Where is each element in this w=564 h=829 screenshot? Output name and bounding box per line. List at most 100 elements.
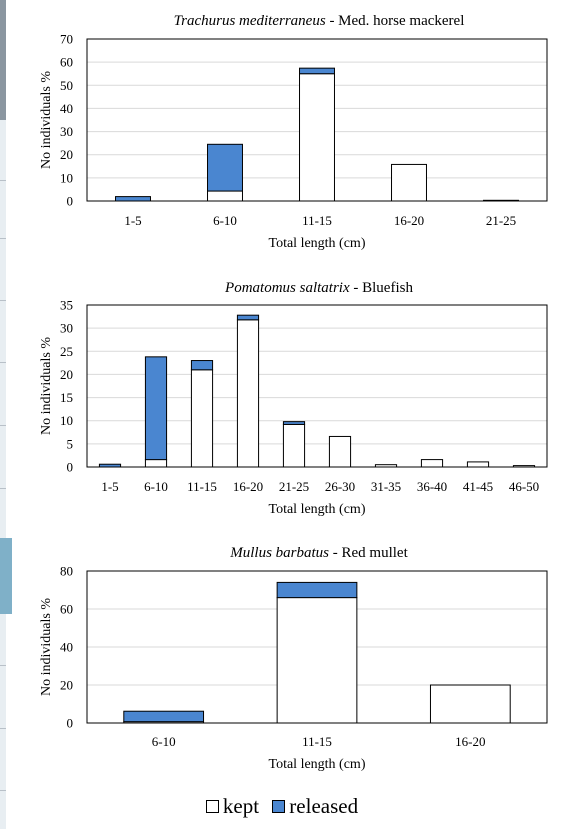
x-tick-label: 6-10 [213,213,237,228]
plot-frame [86,570,548,724]
x-tick-label: 11-15 [302,734,332,749]
chart-title: Mullus barbatus - Red mullet [229,545,408,561]
x-tick-label: 1-5 [124,213,141,228]
left-edge-tick [0,488,6,489]
legend-swatch-released [272,800,286,813]
bar-kept-16-20 [391,163,427,202]
y-tick-label: 40 [60,101,73,116]
charts-figure: 1-5 6-10 11-15 16-20 21-25010203040506070Tra… [39,13,548,772]
y-tick-label: 0 [67,716,74,731]
x-tick-label: 16-20 [455,734,485,749]
chart-title-species: Pomatomus saltatrix [224,280,350,296]
y-tick-label: 80 [60,564,73,579]
left-edge-strip [0,0,6,829]
y-axis-label: No individuals % [39,71,54,169]
y-tick-label: 30 [60,124,73,139]
left-edge-tick [0,728,6,729]
bar-kept-6-10 [207,190,243,202]
bar-released-1-5 [115,196,151,202]
left-edge-tick [0,665,6,666]
bar-kept-6-10 [144,459,168,468]
x-tick-label: 6-10 [144,479,168,494]
bar-kept-11-15 [299,73,335,202]
y-tick-label: 30 [60,321,73,336]
bar-kept-41-45 [466,461,490,468]
left-edge-tick [0,180,6,181]
legend-item-released: released [272,794,358,819]
x-tick-label: 11-15 [302,213,332,228]
y-tick-label: 20 [60,678,73,693]
y-tick-label: 5 [67,436,74,451]
y-tick-label: 10 [60,413,73,428]
y-tick-label: 25 [60,344,73,359]
plot-frame [86,304,548,468]
bar-released-11-15 [276,581,358,599]
x-tick-label: 16-20 [233,479,263,494]
x-tick-label: 11-15 [187,479,217,494]
left-edge-tick [0,300,6,301]
bar-kept-11-15 [190,369,214,468]
y-tick-label: 35 [60,298,73,313]
y-axis-label: No individuals % [39,337,54,435]
y-tick-label: 50 [60,78,73,93]
bar-kept-36-40 [420,459,444,468]
x-tick-label: 1-5 [101,479,118,494]
legend-swatch-kept [205,800,219,813]
bar-released-21-25 [282,421,306,425]
chart-title: Pomatomus saltatrix - Bluefish [224,280,413,296]
legend-label-kept: kept [222,794,260,818]
bar-kept-16-20 [236,319,260,468]
x-tick-label: 21-25 [486,213,516,228]
y-axis-label: No individuals % [39,598,54,696]
left-edge-tick [0,362,6,363]
bar-kept-21-25 [282,423,306,468]
left-edge-tick [0,238,6,239]
x-axis-label: Total length (cm) [269,502,366,517]
bar-released-11-15 [190,360,214,371]
left-edge-blue-block [0,538,12,614]
plot-frame [86,38,548,202]
legend-label-released: released [289,794,359,818]
y-tick-label: 0 [67,460,74,475]
bar-released-16-20 [236,314,260,321]
chart-3: 6-10 11-15 16-20 0 20 40 60 80 Mullus barbatus -… [39,545,548,772]
bar-released-6-10 [123,710,205,723]
y-tick-label: 15 [60,390,73,405]
chart-title-species: Mullus barbatus [229,545,329,561]
bar-released-11-15 [299,67,335,75]
x-tick-label: 26-30 [325,479,355,494]
chart-title: Trachurus mediterraneus - Med. horse mac… [174,13,465,29]
chart-title-common-name: - Med. horse mackerel [326,13,465,29]
x-axis-label: Total length (cm) [269,236,366,251]
x-tick-label: 21-25 [279,479,309,494]
chart-2: 1-5 6-10 11-15 16-20 21-25 26-30 31-35 36-40 41-… [39,280,548,517]
y-tick-label: 10 [60,170,73,185]
left-edge-tick [0,790,6,791]
y-tick-label: 0 [67,194,74,209]
left-edge-dark-block [0,0,6,120]
y-tick-label: 60 [60,602,73,617]
chart-title-common-name: - Red mullet [329,545,409,561]
x-tick-label: 16-20 [394,213,424,228]
x-axis-label: Total length (cm) [269,757,366,772]
legend: kept released [0,794,564,819]
bar-kept-26-30 [328,435,352,468]
legend-item-kept: kept [205,794,260,819]
left-edge-tick [0,425,6,426]
x-tick-label: 46-50 [509,479,539,494]
x-tick-label: 41-45 [463,479,493,494]
chart-title-common-name: - Bluefish [350,280,414,296]
y-tick-label: 20 [60,367,73,382]
chart-1: 1-5 6-10 11-15 16-20 21-25 0 10 20 30 40 50 60 70 Tra… [39,13,548,251]
x-tick-label: 36-40 [417,479,447,494]
bar-kept-11-15 [276,597,358,724]
y-tick-label: 40 [60,640,73,655]
y-tick-label: 60 [60,55,73,70]
y-tick-label: 20 [60,147,73,162]
bar-released-6-10 [207,143,243,192]
bar-released-6-10 [144,356,168,461]
chart-title-species: Trachurus mediterraneus [174,13,326,29]
bar-kept-16-20 [429,684,511,724]
y-tick-label: 70 [60,32,73,47]
x-tick-label: 6-10 [152,734,176,749]
